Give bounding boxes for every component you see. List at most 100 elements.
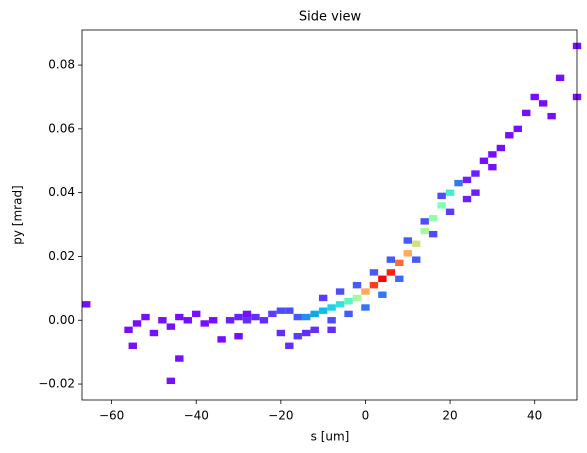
y-tick-label: 0.02 <box>48 249 75 263</box>
y-tick-label: 0.08 <box>48 58 75 72</box>
hist-cell <box>141 313 150 321</box>
hist-cell <box>318 307 328 314</box>
hist-cell <box>285 342 294 349</box>
hist-cell <box>378 275 387 282</box>
hist-cell <box>242 310 252 318</box>
y-tick-label: 0.00 <box>48 313 75 327</box>
hist-cell <box>369 269 379 276</box>
hist-cell <box>386 269 396 276</box>
hist-cell <box>268 310 277 318</box>
hist-cell <box>242 317 252 324</box>
hist-cell <box>149 329 159 337</box>
hist-cell <box>192 310 201 318</box>
hist-cell <box>183 317 192 324</box>
hist-cell <box>225 317 235 324</box>
plot-frame <box>81 29 578 401</box>
hist-cell <box>310 310 319 318</box>
hist-cell <box>82 301 91 308</box>
hist-cell <box>496 144 506 152</box>
hist-cell <box>293 313 302 321</box>
x-tick-label: 0 <box>362 409 370 423</box>
hist-cell <box>234 313 243 321</box>
hist-cell <box>200 320 209 327</box>
hist-cell <box>124 326 133 334</box>
hist-cell <box>166 377 176 385</box>
hist-cell <box>361 288 370 295</box>
hist-cell <box>471 189 480 196</box>
hist-cell <box>454 179 463 187</box>
hist-cell <box>488 163 497 171</box>
x-tick-label: −20 <box>268 409 293 423</box>
hist-cell <box>276 307 286 314</box>
hist-cell <box>158 317 167 324</box>
hist-cell <box>420 218 429 225</box>
hist-cell <box>361 304 370 311</box>
hist-cell <box>386 256 396 263</box>
hist-cell <box>471 170 480 177</box>
hist-cell <box>327 317 336 324</box>
chart-title: Side view <box>299 10 362 25</box>
x-tick-label: −60 <box>99 409 124 423</box>
hist-cell <box>395 259 404 267</box>
hist-cell <box>445 189 455 196</box>
hist-cell <box>302 313 311 321</box>
hist-cell <box>217 336 226 343</box>
hist-cell <box>352 281 362 289</box>
y-tick-label: 0.04 <box>48 185 75 199</box>
x-axis-label: s [um] <box>311 430 350 444</box>
x-tick-label: 40 <box>527 409 542 423</box>
hist-cell <box>335 288 345 295</box>
hist-cell <box>437 192 446 200</box>
hist-cell <box>547 112 556 120</box>
hist-cell <box>437 202 446 209</box>
hist-cell <box>538 100 548 107</box>
hist-cell <box>555 74 565 82</box>
hist-cell <box>259 317 269 324</box>
y-tick-label: −0.02 <box>38 377 75 391</box>
hist-cell <box>344 297 353 305</box>
hist-cell <box>395 275 404 282</box>
hist-cell <box>166 323 176 330</box>
hist-cell <box>445 208 455 216</box>
hist-cell <box>412 240 421 247</box>
hist-cell <box>462 176 472 184</box>
hist-cell <box>513 125 522 133</box>
hist-cell <box>505 132 514 139</box>
hist-cell <box>251 313 260 321</box>
hist-cell <box>234 333 243 340</box>
hist-cell <box>208 317 218 324</box>
hist-cell <box>479 157 489 164</box>
hist-cell <box>369 281 379 289</box>
y-tick-label: 0.06 <box>48 121 75 135</box>
hist-cell <box>335 301 345 308</box>
hist-cell <box>428 230 438 238</box>
hist-cell <box>132 320 142 327</box>
hist-cell <box>128 342 137 349</box>
hist-cell <box>302 329 311 337</box>
hist-cell <box>412 256 421 263</box>
hist-cell <box>378 291 387 298</box>
x-tick-label: −40 <box>184 409 209 423</box>
y-axis-label: py [mrad] <box>11 185 25 245</box>
hist-cell <box>462 195 472 203</box>
hist-cell <box>530 93 539 101</box>
hist-cell <box>285 307 294 314</box>
hist-cell <box>310 326 319 334</box>
hist-cell <box>403 250 412 257</box>
hist-cell <box>352 294 362 302</box>
hist-cell <box>175 355 184 362</box>
hist-cell <box>420 227 429 235</box>
hist-cell <box>327 326 336 334</box>
hist-cell <box>403 237 412 244</box>
hist-cell <box>293 333 302 340</box>
hist-cell <box>488 151 497 158</box>
hist-cell <box>318 294 328 302</box>
hist-cell <box>522 109 531 117</box>
hist-cell <box>175 313 184 321</box>
hist-cell <box>276 329 286 337</box>
hist-cell <box>428 214 438 222</box>
x-tick-label: 20 <box>442 409 457 423</box>
hist-cell <box>327 304 336 311</box>
hist-cell <box>344 310 353 318</box>
